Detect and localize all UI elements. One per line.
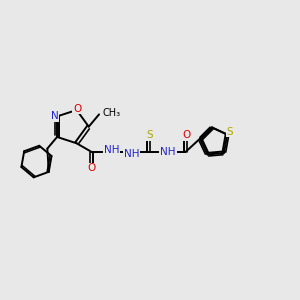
Text: CH₃: CH₃ (103, 108, 121, 118)
Text: NH: NH (160, 147, 176, 157)
Text: NH: NH (124, 149, 140, 159)
Text: O: O (182, 130, 191, 140)
Text: NH: NH (103, 145, 119, 155)
Text: N: N (51, 111, 59, 121)
Text: O: O (73, 103, 81, 114)
Text: S: S (146, 130, 153, 140)
Text: O: O (88, 164, 96, 173)
Text: S: S (227, 127, 233, 136)
